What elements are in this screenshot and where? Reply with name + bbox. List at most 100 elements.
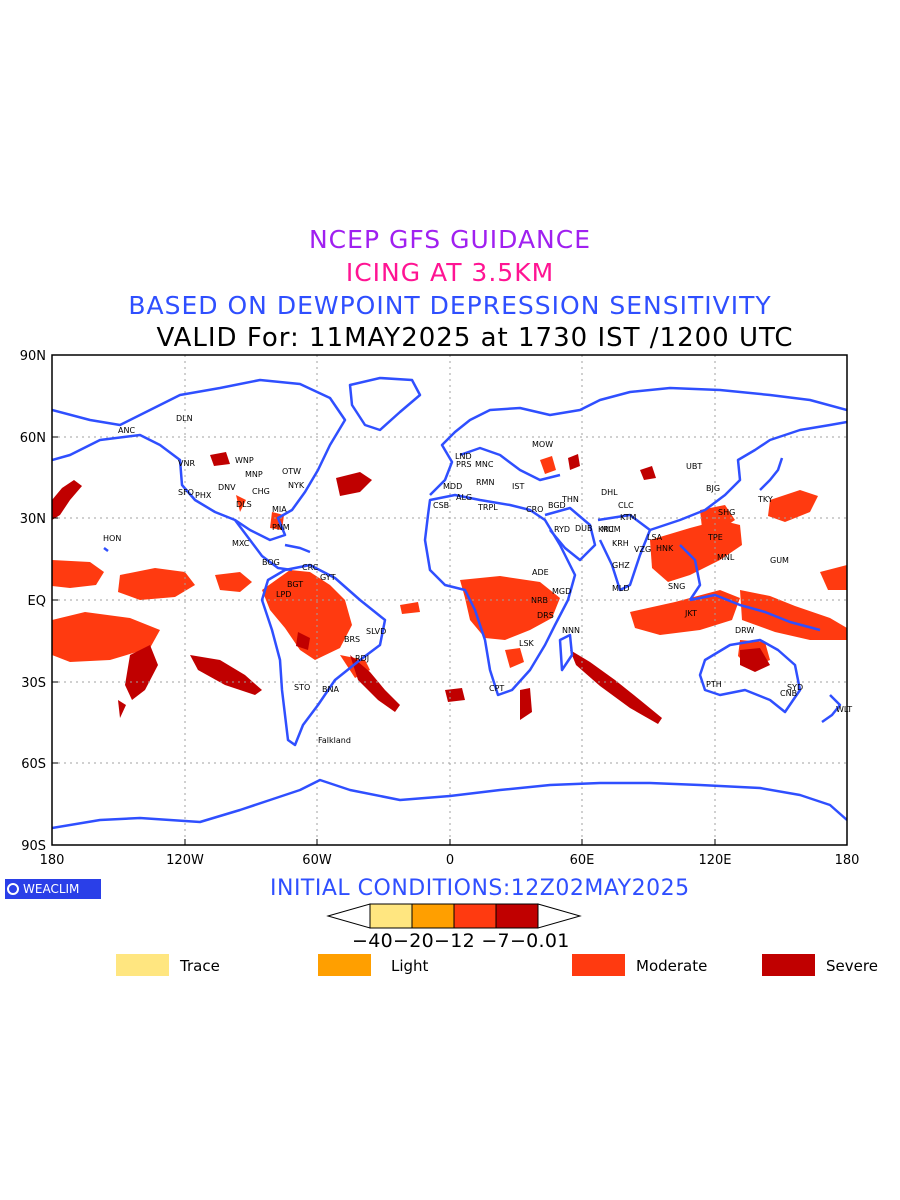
station-label: SNG [668, 582, 685, 591]
chart-subtitle-variable: ICING AT 3.5KM [345, 258, 555, 287]
station-label: SFO [178, 488, 194, 497]
station-label: TPE [707, 533, 723, 542]
station-label: CRO [526, 505, 543, 514]
chart-title: NCEP GFS GUIDANCE [308, 225, 591, 254]
station-label: KRH [612, 539, 629, 548]
station-label: NYK [288, 481, 305, 490]
lon-label: 120W [166, 853, 204, 868]
station-label: DRS [537, 611, 554, 620]
station-label: KTM [620, 513, 637, 522]
station-label: DRW [735, 626, 754, 635]
station-label: MGD [552, 587, 571, 596]
station-label: BRS [344, 635, 360, 644]
station-label: Falkland [318, 736, 351, 745]
copyright-circle-icon [7, 883, 19, 895]
colorbar [326, 903, 582, 929]
station-label: LPD [276, 590, 291, 599]
lon-label: 180 [40, 853, 65, 868]
lat-axis: 90N 60N 30N EQ 30S 60S 90S [20, 349, 46, 854]
station-label: MNC [475, 460, 494, 469]
colorbar-high-arrow [537, 903, 582, 929]
station-label: MOW [532, 440, 553, 449]
station-label: CHG [252, 487, 270, 496]
station-label: MUM [601, 525, 621, 534]
station-label: IST [512, 482, 524, 491]
lat-label: 30N [20, 512, 46, 527]
station-label: RMN [476, 478, 494, 487]
station-label: CLC [618, 501, 634, 510]
legend-swatch-trace [116, 954, 169, 976]
station-label: SLVD [366, 627, 386, 636]
station-label: WLT [836, 705, 852, 714]
station-label: HON [103, 534, 121, 543]
station-label: GHZ [612, 561, 630, 570]
station-label: DLN [176, 414, 193, 423]
station-label: GUM [770, 556, 789, 565]
station-label: UBT [686, 462, 702, 471]
station-label: ADE [532, 568, 549, 577]
lon-label: 60W [302, 853, 332, 868]
station-label: LSK [519, 639, 535, 648]
coastlines [52, 376, 847, 830]
station-label: OTW [282, 467, 301, 476]
legend-swatch-light [318, 954, 371, 976]
legend-label-moderate: Moderate [636, 957, 708, 975]
station-label: CRC [302, 563, 319, 572]
station-label: DNV [218, 483, 236, 492]
station-label: NNN [562, 626, 580, 635]
colorbar-swatch-trace [369, 903, 413, 929]
weaclim-logo: WEACLIM [5, 879, 101, 899]
lat-label: 90S [21, 839, 46, 854]
colorbar-ticks: −40−20−12 −7−0.01 [352, 930, 570, 952]
station-label: DUB [575, 524, 593, 533]
station-label: GYT [320, 573, 336, 582]
brand-name: WEACLIM [23, 882, 80, 896]
station-label: BGT [287, 580, 303, 589]
station-label: PRS [456, 460, 471, 469]
station-label: DLS [236, 500, 252, 509]
legend-swatch-moderate [572, 954, 625, 976]
station-label: MNL [717, 553, 735, 562]
station-label: LND [455, 452, 472, 461]
chart-subtitle-method: BASED ON DEWPOINT DEPRESSION SENSITIVITY [128, 291, 772, 320]
station-label: NRB [531, 596, 548, 605]
station-label: MNP [245, 470, 263, 479]
station-label: ALG [456, 493, 472, 502]
lat-label: 60S [21, 757, 46, 772]
valid-time: VALID For: 11MAY2025 at 1730 IST /1200 U… [156, 323, 794, 353]
station-label: JKT [684, 609, 697, 618]
station-label: DHL [601, 488, 618, 497]
station-label: KRC [598, 525, 614, 534]
station-label: CNB [780, 689, 797, 698]
station-label: THN [561, 495, 579, 504]
station-label: SHG [718, 508, 735, 517]
station-label: MXC [232, 539, 250, 548]
colorbar-low-arrow [326, 903, 371, 929]
lat-label: 30S [21, 676, 46, 691]
station-label: PNM [272, 523, 290, 532]
colorbar-swatch-light [411, 903, 455, 929]
station-label: WNP [235, 456, 254, 465]
lon-axis: 180 120W 60W 0 60E 120E 180 [40, 853, 860, 868]
station-label: PTH [706, 680, 722, 689]
initial-conditions: INITIAL CONDITIONS:12Z02MAY2025 [270, 876, 690, 901]
lon-label: 60E [570, 853, 595, 868]
station-label: SYD [787, 683, 803, 692]
station-label: HNK [656, 544, 674, 553]
icing-areas [52, 452, 847, 724]
station-label: BJG [706, 484, 720, 493]
station-label: BNA [322, 685, 339, 694]
station-labels: ANC DLN VNR WNP MNP OTW NYK DNV CHG SFO … [103, 414, 852, 745]
axis-ticks [52, 436, 716, 845]
station-label: MIA [272, 505, 287, 514]
lat-label: 60N [20, 431, 46, 446]
colorbar-swatch-severe [495, 903, 539, 929]
colorbar-swatch-moderate [453, 903, 497, 929]
legend-label-trace: Trace [180, 957, 220, 975]
lat-label: EQ [28, 594, 46, 609]
station-label: BGD [548, 501, 566, 510]
lon-label: 120E [698, 853, 731, 868]
station-label: TKY [757, 495, 773, 504]
station-label: CSB [433, 501, 449, 510]
